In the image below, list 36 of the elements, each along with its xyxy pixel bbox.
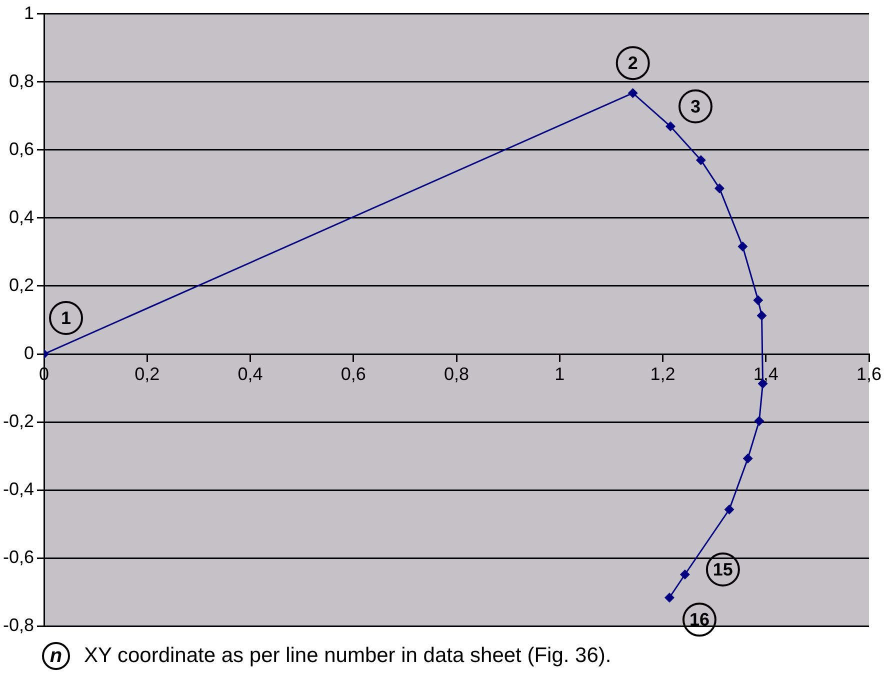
annotation: 15 <box>712 559 733 580</box>
y-tick-label: 0,2 <box>8 274 34 295</box>
y-tick-label: -0,2 <box>2 411 34 432</box>
x-tick-label: 0,4 <box>238 364 263 384</box>
x-tick-label: 0,8 <box>444 364 470 384</box>
point <box>754 416 764 426</box>
point <box>696 155 706 166</box>
y-tick-label: -0,6 <box>2 547 34 568</box>
point <box>756 310 767 321</box>
x-tick-label: 0,6 <box>340 364 366 384</box>
point <box>628 88 638 98</box>
annotation: 2 <box>628 53 638 74</box>
y-tick-label: 0,6 <box>8 138 34 159</box>
annotation: 1 <box>61 308 72 328</box>
y-tick-label: 0 <box>24 342 34 363</box>
annotation: 3 <box>690 96 700 116</box>
point <box>742 453 753 464</box>
x-tick-label: 1,2 <box>650 364 676 384</box>
point <box>753 295 764 306</box>
point <box>664 592 674 603</box>
x-tick-label: 1,6 <box>856 364 882 384</box>
y-tick-label: -0,8 <box>2 615 34 636</box>
annotation: 16 <box>689 610 710 630</box>
text: XY coordinate as per line number in data sheet (Fig. 36). <box>84 644 612 668</box>
text: n <box>42 642 70 670</box>
y-tick-label: 1 <box>24 2 34 23</box>
y-tick-label: -0,4 <box>2 479 34 500</box>
x-tick-label: 1 <box>554 364 565 384</box>
x-tick-label: 0,2 <box>134 364 160 384</box>
y-tick-label: 0,4 <box>8 206 34 227</box>
y-tick-label: 0,8 <box>8 70 34 91</box>
point <box>680 569 690 580</box>
point <box>665 121 676 132</box>
point <box>724 504 734 515</box>
point <box>738 242 748 252</box>
point <box>714 183 724 194</box>
